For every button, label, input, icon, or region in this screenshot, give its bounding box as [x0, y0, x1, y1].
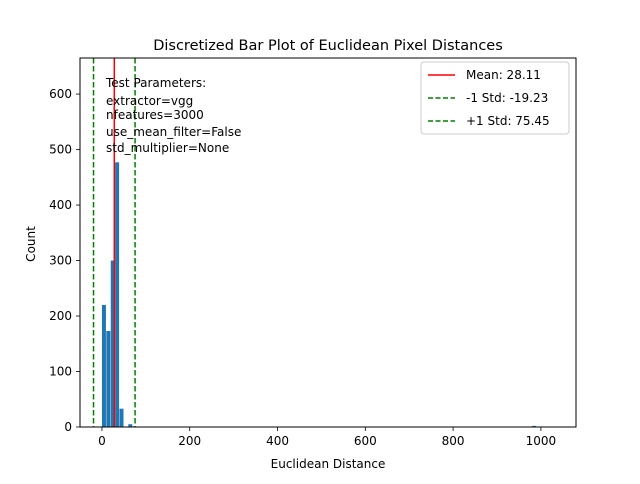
- y-tick-label: 100: [49, 365, 72, 379]
- x-tick-label: 200: [178, 434, 201, 448]
- annotation-line: nfeatures=3000: [106, 108, 204, 122]
- annotation-line: std_multiplier=None: [106, 141, 229, 155]
- y-tick-label: 200: [49, 309, 72, 323]
- histogram-bar: [115, 162, 120, 428]
- vlines-layer: [92, 58, 136, 427]
- annotation-line: extractor=vgg: [106, 94, 193, 108]
- histogram-bar: [101, 304, 106, 427]
- x-tick-label: 800: [442, 434, 465, 448]
- legend-box: [420, 61, 570, 135]
- x-tick-label: 1000: [526, 434, 557, 448]
- legend: Mean: 28.11 -1 Std: -19.23 +1 Std: 75.45: [420, 61, 570, 135]
- y-tick-label: 0: [64, 420, 72, 434]
- legend-mean-label: Mean: 28.11: [466, 68, 541, 82]
- test-parameters-annotation: Test Parameters: extractor=vgg nfeatures…: [105, 76, 241, 155]
- axes-frame: [79, 57, 577, 428]
- legend-minus-std-label: -1 Std: -19.23: [466, 91, 548, 105]
- x-tick-label: 600: [354, 434, 377, 448]
- x-tick-label: 0: [98, 434, 106, 448]
- x-tick-label: 400: [266, 434, 289, 448]
- histogram-bar: [119, 408, 124, 427]
- y-tick-label: 300: [49, 254, 72, 268]
- histogram-bar: [106, 331, 111, 427]
- x-ticks: 0 200 400 600 800 1000: [98, 427, 556, 448]
- y-tick-label: 600: [49, 87, 72, 101]
- x-axis-label: Euclidean Distance: [271, 457, 386, 471]
- bars-layer: [101, 162, 537, 428]
- histogram-bar: [110, 260, 115, 427]
- y-axis-label: Count: [24, 226, 38, 262]
- annotation-line: Test Parameters:: [105, 76, 206, 90]
- y-ticks: 0 100 200 300 400 500 600: [49, 87, 80, 434]
- histogram-bar: [128, 424, 133, 427]
- legend-plus-std-label: +1 Std: 75.45: [466, 114, 550, 128]
- annotation-line: use_mean_filter=False: [106, 125, 241, 139]
- y-tick-label: 400: [49, 198, 72, 212]
- y-tick-label: 500: [49, 143, 72, 157]
- chart-title: Discretized Bar Plot of Euclidean Pixel …: [153, 38, 503, 54]
- histogram-bar: [532, 425, 537, 427]
